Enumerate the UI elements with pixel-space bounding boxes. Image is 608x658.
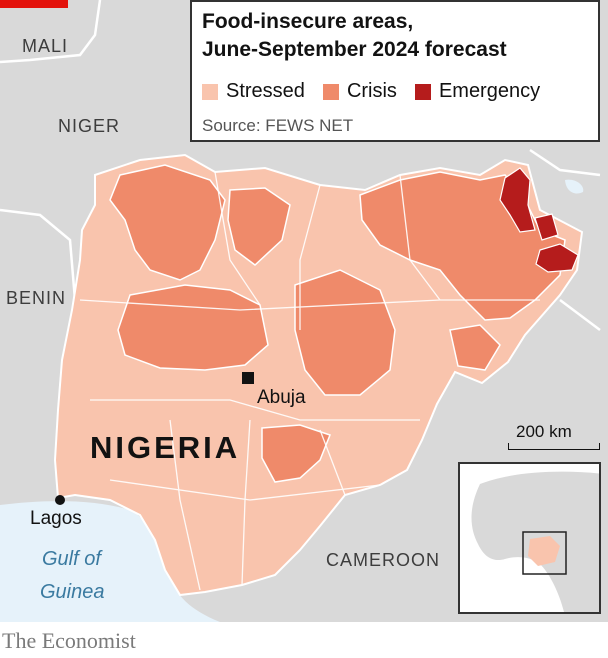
legend-label-crisis: Crisis xyxy=(346,80,397,102)
gulf-water xyxy=(0,501,220,622)
abuja-marker xyxy=(242,372,254,384)
swatch-stressed xyxy=(202,83,218,100)
legend-item-stressed: Stressed xyxy=(202,80,305,103)
crisis-centre xyxy=(294,269,396,396)
label-lagos: Lagos xyxy=(30,508,82,529)
label-niger: NIGER xyxy=(58,116,121,136)
label-cameroon: CAMEROON xyxy=(326,550,441,570)
crisis-west xyxy=(117,284,269,371)
label-abuja: Abuja xyxy=(257,387,306,408)
inset-focus-box xyxy=(522,531,567,575)
legend-title: Food-insecure areas, June-September 2024… xyxy=(202,8,507,64)
state-borders xyxy=(79,171,540,591)
legend-box: Food-insecure areas, June-September 2024… xyxy=(190,0,600,142)
crisis-north-central xyxy=(227,187,291,266)
scale-label: 200 km xyxy=(516,422,572,441)
inset-svg xyxy=(460,464,599,612)
crisis-benue xyxy=(261,424,331,483)
crisis-east xyxy=(449,324,501,371)
emergency-areas xyxy=(499,167,579,273)
emergency-north xyxy=(499,167,536,233)
inset-nigeria xyxy=(528,536,560,566)
inset-locator-map xyxy=(458,462,601,614)
label-mali: MALI xyxy=(22,36,69,56)
emergency-south xyxy=(535,243,579,273)
legend-item-crisis: Crisis xyxy=(322,80,397,103)
label-gulf-line2: Guinea xyxy=(40,581,105,603)
legend-label-emergency: Emergency xyxy=(438,80,541,102)
label-benin: BENIN xyxy=(6,288,67,308)
lagos-dot xyxy=(55,495,65,505)
legend-label-stressed: Stressed xyxy=(226,80,305,102)
brand-red-tag xyxy=(0,0,68,8)
emergency-central xyxy=(534,213,559,241)
legend-item-emergency: Emergency xyxy=(414,80,541,103)
legend-items: Stressed Crisis Emergency xyxy=(202,80,558,103)
publisher-credit: The Economist xyxy=(2,628,136,653)
legend-source: Source: FEWS NET xyxy=(202,116,354,135)
label-gulf-line1: Gulf of xyxy=(42,548,101,570)
swatch-emergency xyxy=(414,83,431,100)
label-nigeria: NIGERIA xyxy=(90,430,241,465)
scale-rule xyxy=(508,443,600,450)
legend-title-line1: Food-insecure areas, xyxy=(202,10,414,33)
lake-chad xyxy=(565,179,584,194)
crisis-areas xyxy=(109,164,566,483)
map-area: MALI NIGER BENIN CAMEROON NIGERIA Abuja … xyxy=(0,0,608,622)
swatch-crisis xyxy=(322,83,339,100)
legend-title-line2: June-September 2024 forecast xyxy=(202,38,507,61)
crisis-northwest xyxy=(109,164,226,281)
